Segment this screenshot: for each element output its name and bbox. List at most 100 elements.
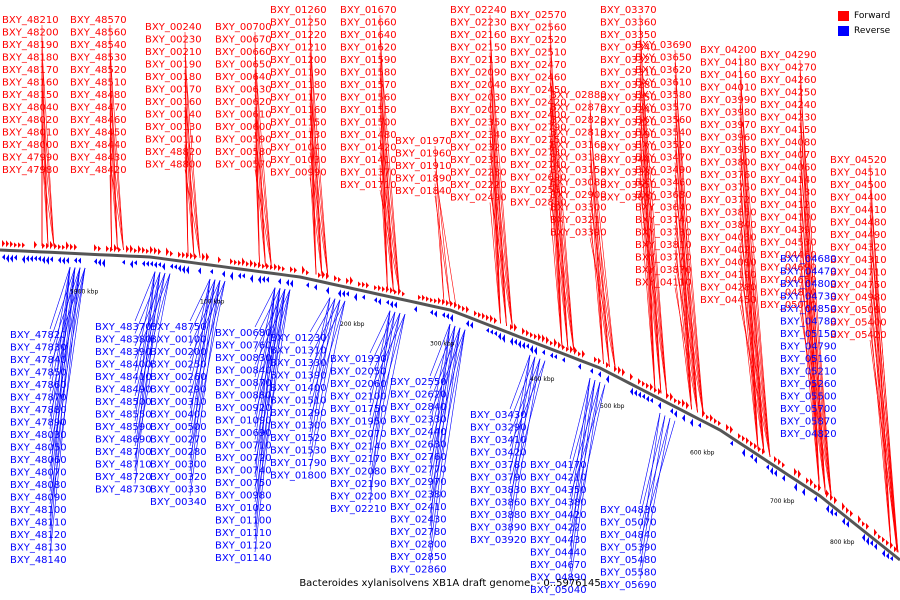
gene-label-reverse: BXY_03790 bbox=[470, 473, 527, 484]
reverse-gene bbox=[766, 464, 769, 470]
reverse-leader-line bbox=[369, 311, 396, 466]
forward-gene bbox=[346, 277, 349, 285]
reverse-gene bbox=[434, 310, 437, 318]
gene-label-reverse: BXY_48490 bbox=[95, 385, 152, 396]
gene-label-forward: BXY_03170 bbox=[600, 143, 657, 154]
reverse-gene bbox=[38, 255, 41, 262]
gene-label-forward: BXY_00110 bbox=[145, 135, 202, 146]
forward-leader-line bbox=[309, 114, 329, 278]
reverse-gene bbox=[326, 286, 329, 295]
forward-leader-line bbox=[109, 149, 118, 250]
gene-label-forward: BXY_02340 bbox=[450, 130, 507, 141]
reverse-gene bbox=[390, 300, 393, 309]
gene-label-forward: BXY_02510 bbox=[510, 48, 567, 59]
gene-label-forward: BXY_02350 bbox=[450, 118, 507, 129]
gene-label-forward: BXY_03980 bbox=[700, 108, 757, 119]
forward-gene bbox=[442, 298, 445, 306]
gene-label-reverse: BXY_01790 bbox=[270, 458, 327, 469]
gene-label-forward: BXY_00130 bbox=[145, 122, 202, 133]
forward-leader-line bbox=[489, 77, 513, 329]
forward-gene bbox=[810, 477, 813, 487]
reverse-gene bbox=[30, 255, 33, 263]
reverse-gene bbox=[882, 549, 885, 558]
gene-label-reverse: BXY_00980 bbox=[215, 491, 272, 502]
reverse-gene bbox=[22, 255, 25, 264]
forward-leader-line bbox=[254, 169, 272, 268]
gene-label-reverse: BXY_48730 bbox=[95, 485, 152, 496]
forward-leader-line bbox=[489, 189, 513, 329]
reverse-leader-line bbox=[569, 378, 591, 510]
forward-gene bbox=[890, 541, 893, 549]
forward-gene bbox=[522, 327, 525, 335]
reverse-leader-line bbox=[189, 280, 226, 359]
reverse-leader-line bbox=[134, 273, 171, 359]
gene-label-forward: BXY_00630 bbox=[215, 85, 272, 96]
reverse-leader-line bbox=[429, 325, 456, 539]
reverse-leader-line bbox=[429, 327, 461, 502]
forward-gene bbox=[386, 285, 389, 293]
reverse-leader-line bbox=[429, 323, 451, 427]
reverse-leader-line bbox=[429, 329, 466, 564]
reverse-leader-line bbox=[189, 279, 216, 484]
reverse-leader-line bbox=[639, 418, 671, 530]
reverse-gene bbox=[346, 291, 349, 297]
gene-label-reverse: BXY_00300 bbox=[150, 460, 207, 471]
genome-backbone bbox=[0, 248, 900, 562]
gene-label-forward: BXY_04010 bbox=[700, 83, 757, 94]
reverse-gene bbox=[470, 321, 473, 329]
reverse-gene bbox=[414, 306, 417, 313]
gene-label-reverse: BXY_48140 bbox=[10, 555, 67, 566]
gene-label-forward: BXY_01620 bbox=[340, 43, 397, 54]
forward-gene bbox=[350, 276, 353, 285]
forward-gene bbox=[114, 243, 117, 253]
reverse-leader-line bbox=[134, 271, 156, 372]
gene-label-reverse: BXY_00330 bbox=[150, 485, 207, 496]
reverse-gene bbox=[66, 257, 69, 264]
reverse-gene bbox=[446, 313, 449, 320]
forward-gene bbox=[510, 323, 513, 331]
reverse-leader-line bbox=[509, 354, 531, 460]
gene-label-forward: BXY_02570 bbox=[510, 10, 567, 21]
gene-label-reverse: BXY_02970 bbox=[390, 477, 447, 488]
reverse-gene bbox=[486, 327, 489, 333]
gene-label-forward: BXY_03080 bbox=[550, 178, 607, 189]
reverse-leader-line bbox=[49, 267, 71, 380]
gene-label-forward: BXY_04710 bbox=[830, 268, 887, 279]
forward-leader-line bbox=[379, 152, 400, 293]
reverse-gene bbox=[98, 258, 101, 267]
forward-gene bbox=[746, 437, 749, 445]
forward-gene bbox=[34, 240, 37, 249]
gene-label-forward: BXY_04280 bbox=[700, 283, 757, 294]
gene-label-reverse: BXY_00880 bbox=[215, 391, 272, 402]
gene-label-reverse: BXY_48110 bbox=[10, 518, 67, 529]
gene-label-forward: BXY_48570 bbox=[70, 15, 127, 26]
gene-label-forward: BXY_03990 bbox=[700, 95, 757, 106]
gene-label-forward: BXY_04020 bbox=[700, 245, 757, 256]
reverse-leader-line bbox=[134, 271, 156, 322]
forward-leader-line bbox=[799, 284, 820, 490]
scale-label: 700 kbp bbox=[770, 498, 795, 505]
reverse-gene bbox=[830, 508, 833, 517]
forward-gene bbox=[358, 281, 361, 287]
gene-label-forward: BXY_48820 bbox=[145, 147, 202, 158]
gene-label-forward: BXY_01910 bbox=[395, 161, 452, 172]
reverse-leader-line bbox=[309, 299, 341, 358]
gene-label-reverse: BXY_04440 bbox=[530, 548, 587, 559]
reverse-gene bbox=[802, 488, 805, 497]
gene-label-forward: BXY_03850 bbox=[700, 208, 757, 219]
forward-gene bbox=[462, 305, 465, 312]
reverse-leader-line bbox=[569, 384, 606, 497]
reverse-leader-line bbox=[49, 267, 76, 542]
forward-gene bbox=[326, 272, 329, 280]
gene-label-forward: BXY_00620 bbox=[215, 97, 272, 108]
gene-label-reverse: BXY_02190 bbox=[330, 479, 387, 490]
gene-label-reverse: BXY_03860 bbox=[470, 498, 527, 509]
reverse-leader-line bbox=[309, 299, 341, 408]
forward-gene bbox=[18, 242, 21, 248]
reverse-gene bbox=[642, 393, 645, 400]
gene-label-forward: BXY_00240 bbox=[145, 22, 202, 33]
reverse-leader-line bbox=[429, 329, 466, 414]
reverse-gene bbox=[222, 270, 225, 278]
gene-label-forward: BXY_48560 bbox=[70, 28, 127, 39]
forward-leader-line bbox=[379, 39, 400, 293]
